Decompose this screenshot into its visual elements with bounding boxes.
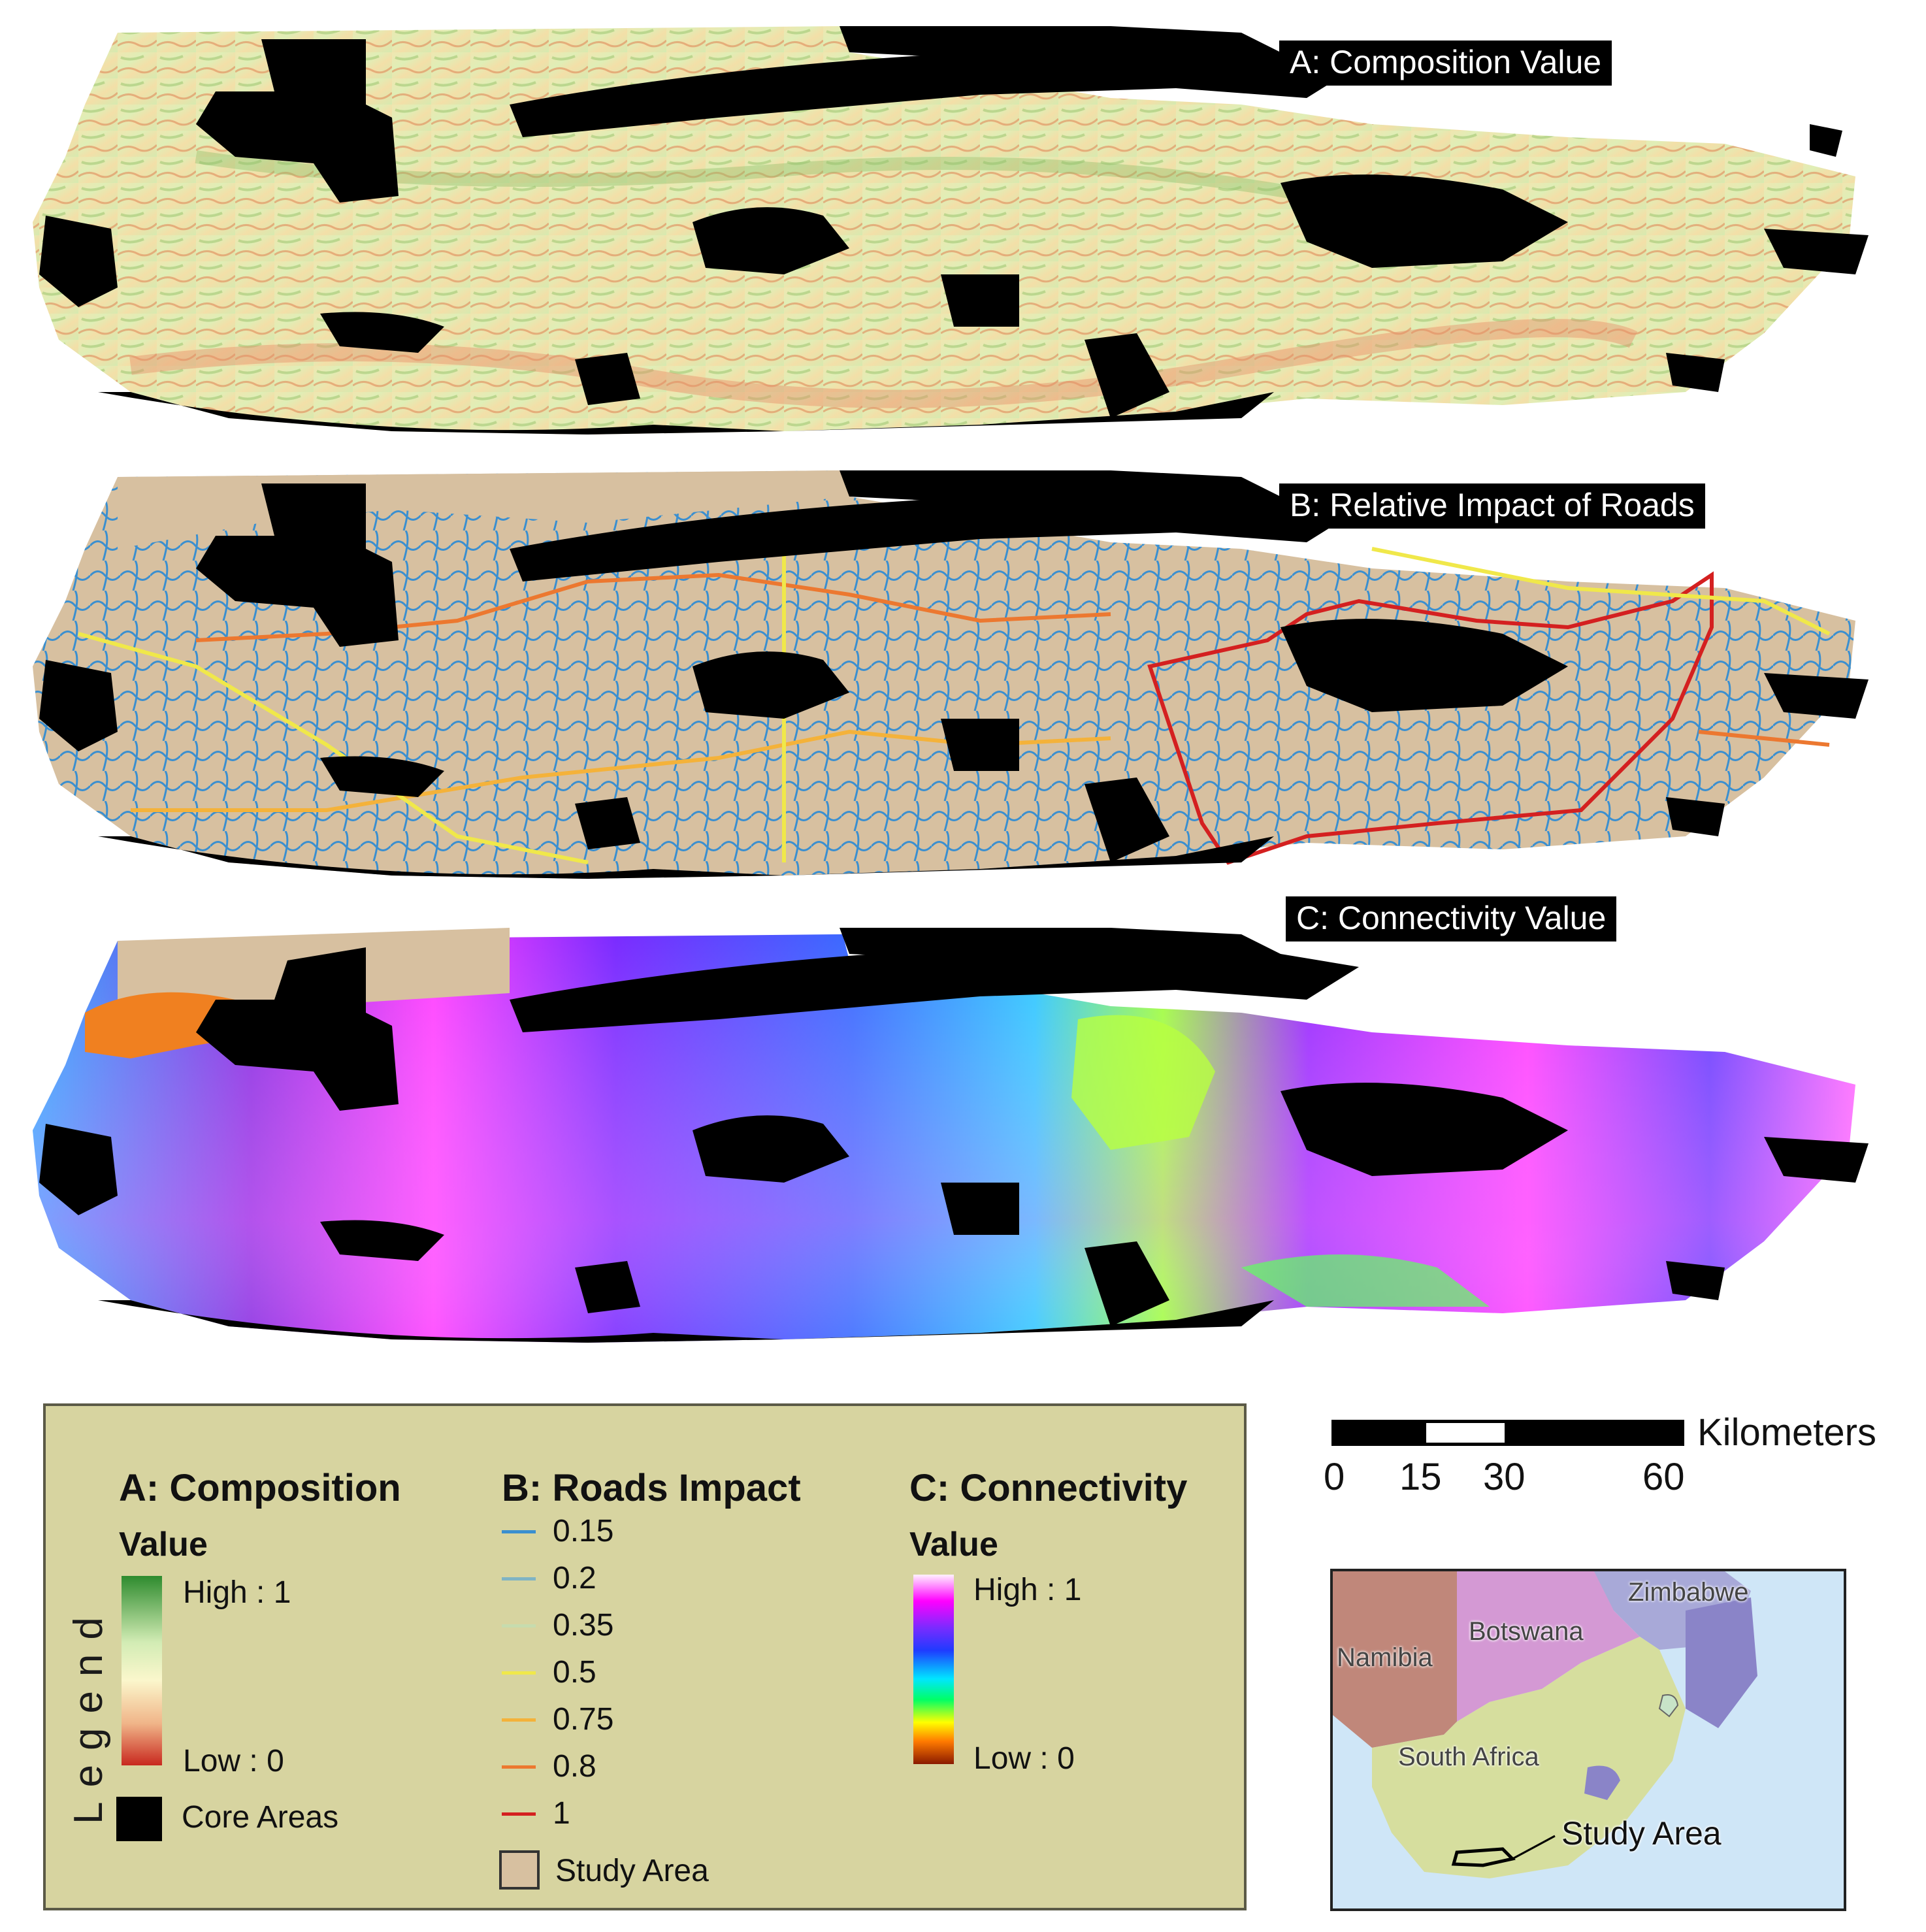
study-area-swatch: [499, 1850, 540, 1890]
panel-c-connectivity-map: C: Connectivity Value: [0, 896, 1926, 1359]
scale-tick-30: 30: [1483, 1456, 1526, 1498]
connectivity-map: [33, 928, 1869, 1343]
road-class-label-3: 0.5: [553, 1655, 596, 1690]
core-areas-b: [39, 470, 1869, 879]
scale-segment-3: [1508, 1420, 1684, 1446]
core-areas-swatch: [116, 1797, 162, 1841]
scale-tick-60: 60: [1642, 1456, 1685, 1498]
south-africa-shape: [1372, 1637, 1686, 1878]
road-class-line-4: [502, 1718, 536, 1722]
namibia-shape: [1333, 1571, 1457, 1748]
eswatini-shape: [1658, 1694, 1679, 1718]
connectivity-subheading: Value: [909, 1526, 998, 1564]
road-class-label-1: 0.2: [553, 1561, 596, 1596]
mozambique-shape: [1686, 1597, 1757, 1728]
core-areas-a: [39, 26, 1869, 434]
panel-a-title: A: Composition Value: [1279, 41, 1612, 86]
connectivity-ramp: [913, 1575, 954, 1764]
connectivity-high-label: High : 1: [973, 1573, 1082, 1607]
road-class-label-6: 1: [553, 1796, 570, 1831]
composition-subheading: Value: [119, 1526, 208, 1564]
road-class-label-0: 0.15: [553, 1514, 614, 1548]
inset-leader-line: [1512, 1835, 1556, 1860]
inset-map-svg: [1333, 1571, 1844, 1908]
lesotho-shape: [1584, 1765, 1620, 1800]
inset-study-area-outline: [1451, 1847, 1516, 1867]
study-area-roads: [33, 470, 1855, 879]
scale-tick-0: 0: [1324, 1456, 1345, 1498]
scale-tick-15: 15: [1399, 1456, 1442, 1498]
core-areas-label: Core Areas: [182, 1800, 339, 1835]
composition-map: [33, 26, 1869, 434]
road-class-line-1: [502, 1577, 536, 1580]
inset-label-namibia: Namibia: [1337, 1643, 1433, 1672]
inset-locator-map: Namibia Botswana Zimbabwe South Africa S…: [1330, 1569, 1846, 1911]
road-class-label-4: 0.75: [553, 1702, 614, 1737]
study-area-legend-label: Study Area: [555, 1854, 709, 1888]
composition-heading: A: Composition: [119, 1467, 401, 1509]
scale-segment-2: [1423, 1420, 1508, 1446]
roads-map: [33, 470, 1869, 879]
connectivity-low-label: Low : 0: [973, 1741, 1075, 1776]
roads-heading: B: Roads Impact: [502, 1467, 801, 1509]
legend-word: Legend: [66, 1603, 111, 1824]
panel-b-title: B: Relative Impact of Roads: [1279, 483, 1705, 529]
road-class-line-5: [502, 1765, 536, 1769]
inset-label-botswana: Botswana: [1469, 1617, 1584, 1646]
scale-unit: Kilometers: [1697, 1411, 1876, 1454]
road-class-label-2: 0.35: [553, 1608, 614, 1643]
panel-c-title: C: Connectivity Value: [1286, 896, 1617, 941]
study-area-composition: [33, 26, 1855, 434]
inset-label-study-area: Study Area: [1561, 1815, 1722, 1852]
composition-low-label: Low : 0: [183, 1744, 284, 1778]
road-class-label-5: 0.8: [553, 1749, 596, 1784]
panel-b-roads-map: B: Relative Impact of Roads: [0, 470, 1926, 889]
core-areas-c: [39, 928, 1869, 1343]
road-class-line-2: [502, 1624, 536, 1628]
scale-segment-1: [1331, 1420, 1423, 1446]
connectivity-heading: C: Connectivity: [909, 1467, 1188, 1509]
composition-high-label: High : 1: [183, 1575, 291, 1610]
inset-label-zimbabwe: Zimbabwe: [1628, 1578, 1749, 1607]
legend: Legend A: Composition Value High : 1 Low…: [43, 1403, 1247, 1910]
road-class-line-3: [502, 1671, 536, 1675]
inset-label-south-africa: South Africa: [1398, 1743, 1539, 1771]
composition-ramp: [122, 1576, 162, 1765]
botswana-shape: [1457, 1571, 1640, 1722]
panel-a-composition-map: A: Composition Value: [0, 26, 1926, 444]
road-class-line-6: [502, 1812, 536, 1816]
road-class-line-0: [502, 1530, 536, 1533]
